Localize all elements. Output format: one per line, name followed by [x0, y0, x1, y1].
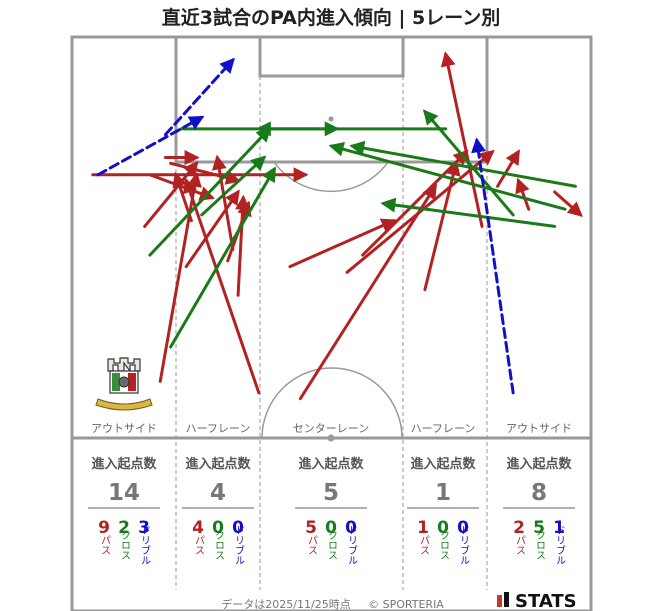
dribble-arrow: [96, 115, 205, 177]
stat-label: 進入起点数: [185, 456, 251, 472]
dribble-arrow: [471, 137, 515, 395]
pass-arrow: [298, 183, 437, 401]
footer: データは2025/11/25時点 © SPORTERIA STATS: [221, 591, 576, 611]
stat-dribble-count: 1: [553, 518, 565, 538]
stat-total: 14: [108, 480, 140, 506]
cross-arrow: [422, 109, 515, 217]
brand-logo-icon-bar: [504, 592, 509, 607]
lane-name: ハーフレーン: [186, 422, 251, 435]
pass-arrow: [169, 161, 241, 185]
footer-date: データは2025/11/25時点: [221, 597, 350, 611]
crest-ribbon: [95, 398, 153, 411]
stat-dribble-label: ドリブル: [139, 525, 151, 565]
brand-logo-icon: [497, 595, 502, 607]
stat-pass-label: パス: [514, 535, 526, 555]
pass-arrow: [496, 149, 520, 188]
stat-total: 4: [210, 480, 226, 506]
stat-pass-label: パス: [99, 535, 111, 555]
pass-arrow: [553, 190, 583, 217]
stat-cross-count: 0: [325, 518, 337, 538]
stat-label: 進入起点数: [410, 456, 476, 472]
stat-pass-count: 1: [417, 518, 429, 538]
stat-label: 進入起点数: [91, 456, 157, 472]
cross-arrow: [200, 155, 267, 217]
pass-arrow: [184, 189, 240, 269]
cross-arrow: [328, 141, 567, 211]
stat-cross-count: 0: [437, 518, 449, 538]
pass-arrow: [158, 171, 202, 383]
pass-arrow: [440, 51, 484, 228]
pass-arrow: [515, 177, 531, 211]
stat-cross-count: 5: [533, 518, 545, 538]
stat-dribble-label: ドリブル: [458, 525, 470, 565]
stat-pass-count: 5: [305, 518, 317, 538]
footer-copyright: © SPORTERIA: [368, 598, 444, 611]
team-crest: [95, 357, 153, 411]
stat-total: 5: [323, 480, 339, 506]
stat-dribble-label: ドリブル: [554, 525, 566, 565]
dribble-arrow: [163, 57, 235, 137]
pass-arrow: [288, 218, 397, 269]
stat-cross-label: クロス: [119, 530, 130, 560]
stat-pass-count: 9: [98, 518, 110, 538]
chart-title: 直近3試合のPA内進入傾向 | 5レーン別: [162, 6, 501, 29]
stat-cross-label: クロス: [438, 530, 449, 560]
crest-emblem: [118, 376, 130, 388]
lane-name: ハーフレーン: [411, 422, 476, 435]
stat-dribble-count: 3: [138, 518, 150, 538]
cross-arrow: [169, 166, 276, 349]
cross-arrow: [349, 140, 577, 188]
stat-total: 8: [531, 480, 547, 506]
stat-pass-label: パス: [418, 535, 430, 555]
stat-total: 1: [435, 480, 451, 506]
crest-castle-icon: [107, 357, 141, 373]
stat-dribble-count: 0: [457, 518, 469, 538]
stat-pass-count: 2: [513, 518, 525, 538]
stat-pass-label: パス: [306, 535, 318, 555]
pass-arrow: [423, 160, 461, 292]
pass-arrow: [235, 194, 251, 297]
stat-cross-count: 0: [212, 518, 224, 538]
stat-pass-count: 4: [192, 518, 204, 538]
lane-name: アウトサイド: [506, 422, 572, 435]
stat-cross-label: クロス: [213, 530, 224, 560]
stat-dribble-count: 0: [345, 518, 357, 538]
stat-cross-label: クロス: [326, 530, 337, 560]
crest-stripe-green: [112, 373, 120, 391]
stat-label: 進入起点数: [298, 456, 364, 472]
stat-dribble-label: ドリブル: [233, 525, 245, 565]
lane-name: アウトサイド: [91, 422, 157, 435]
stat-cross-label: クロス: [534, 530, 545, 560]
stat-pass-label: パス: [193, 535, 205, 555]
pass-arrow: [345, 149, 495, 274]
penalty-area: [174, 35, 489, 164]
footer-brand: STATS: [515, 591, 577, 611]
cross-arrow: [380, 197, 557, 228]
lane-name: センターレーン: [293, 422, 369, 435]
lane-stats: 進入起点数149パス2クロス3ドリブル進入起点数44パス0クロス0ドリブル進入起…: [88, 456, 575, 565]
stat-dribble-label: ドリブル: [346, 525, 358, 565]
pass-arrow: [182, 177, 261, 395]
stat-dribble-count: 0: [232, 518, 244, 538]
goal-area: [258, 35, 405, 78]
penalty-spot: [328, 116, 334, 122]
lane-names: アウトサイド ハーフレーン センターレーン ハーフレーン アウトサイド: [91, 422, 572, 435]
penalty-arc: [273, 161, 389, 193]
stat-cross-count: 2: [118, 518, 130, 538]
center-circle: [261, 367, 403, 439]
stat-label: 進入起点数: [506, 456, 572, 472]
cross-arrow: [148, 126, 272, 257]
entry-arrows: [91, 51, 583, 401]
center-spot: [327, 434, 335, 442]
pitch: [70, 35, 593, 611]
crest-stripe-red: [128, 373, 136, 391]
